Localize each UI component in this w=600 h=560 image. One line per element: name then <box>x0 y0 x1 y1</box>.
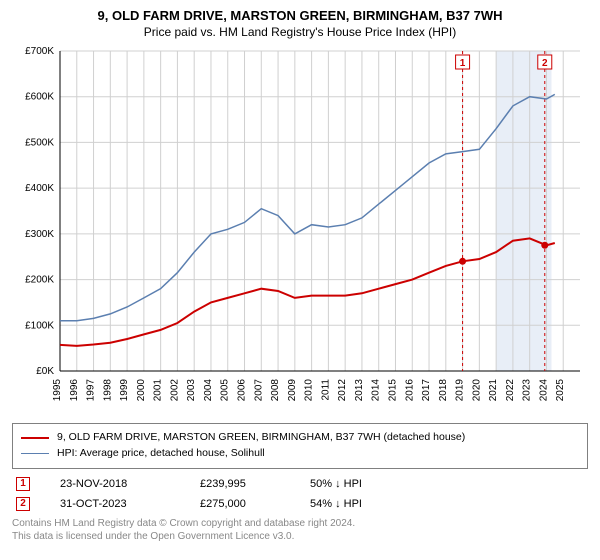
footer-line: This data is licensed under the Open Gov… <box>12 530 588 543</box>
svg-text:2016: 2016 <box>404 379 415 402</box>
svg-text:2010: 2010 <box>304 379 315 402</box>
svg-text:2020: 2020 <box>471 379 482 402</box>
footer-line: Contains HM Land Registry data © Crown c… <box>12 517 588 530</box>
svg-text:2007: 2007 <box>253 379 264 402</box>
svg-text:2006: 2006 <box>237 379 248 402</box>
chart-subtitle: Price paid vs. HM Land Registry's House … <box>12 25 588 39</box>
svg-text:£200K: £200K <box>25 275 54 286</box>
svg-text:1999: 1999 <box>119 379 130 402</box>
legend: 9, OLD FARM DRIVE, MARSTON GREEN, BIRMIN… <box>12 423 588 469</box>
svg-text:2024: 2024 <box>538 379 549 402</box>
svg-text:2023: 2023 <box>522 379 533 402</box>
svg-text:2001: 2001 <box>153 379 164 402</box>
marker-date: 23-NOV-2018 <box>60 478 170 490</box>
svg-text:2011: 2011 <box>320 379 331 401</box>
svg-text:2018: 2018 <box>438 379 449 402</box>
marker-pct: 54% ↓ HPI <box>310 498 362 510</box>
svg-text:2014: 2014 <box>371 379 382 402</box>
svg-text:2022: 2022 <box>505 379 516 402</box>
svg-text:2013: 2013 <box>354 379 365 402</box>
marker-price: £239,995 <box>200 478 280 490</box>
legend-label: HPI: Average price, detached house, Soli… <box>57 446 265 462</box>
svg-text:1997: 1997 <box>86 379 97 402</box>
svg-text:2: 2 <box>542 58 548 69</box>
svg-text:2012: 2012 <box>337 379 348 402</box>
marker-badge: 1 <box>16 477 30 491</box>
svg-text:2003: 2003 <box>186 379 197 402</box>
svg-text:2009: 2009 <box>287 379 298 402</box>
svg-text:2005: 2005 <box>220 379 231 402</box>
svg-text:£700K: £700K <box>25 46 54 57</box>
svg-text:£300K: £300K <box>25 229 54 240</box>
legend-swatch <box>21 453 49 454</box>
svg-text:2019: 2019 <box>455 379 466 402</box>
marker-info: 1 23-NOV-2018 £239,995 50% ↓ HPI 2 31-OCT-202… <box>12 477 588 511</box>
marker-price: £275,000 <box>200 498 280 510</box>
marker-badge: 2 <box>16 497 30 511</box>
svg-text:2004: 2004 <box>203 379 214 402</box>
legend-swatch <box>21 437 49 439</box>
svg-text:2017: 2017 <box>421 379 432 402</box>
legend-item: HPI: Average price, detached house, Soli… <box>21 446 579 462</box>
svg-text:1998: 1998 <box>102 379 113 402</box>
chart-title: 9, OLD FARM DRIVE, MARSTON GREEN, BIRMIN… <box>12 8 588 23</box>
svg-text:1996: 1996 <box>69 379 80 402</box>
line-chart: £0K £100K £200K £300K £400K £500K £600K £700K 19… <box>12 45 588 415</box>
marker-row: 2 31-OCT-2023 £275,000 54% ↓ HPI <box>12 497 588 511</box>
svg-text:1: 1 <box>460 58 466 69</box>
marker-row: 1 23-NOV-2018 £239,995 50% ↓ HPI <box>12 477 588 491</box>
legend-item: 9, OLD FARM DRIVE, MARSTON GREEN, BIRMIN… <box>21 430 579 446</box>
svg-text:£600K: £600K <box>25 92 54 103</box>
svg-text:£100K: £100K <box>25 320 54 331</box>
svg-text:2025: 2025 <box>555 379 566 402</box>
svg-text:2021: 2021 <box>488 379 499 402</box>
svg-text:£0K: £0K <box>36 366 54 377</box>
svg-text:2002: 2002 <box>169 379 180 402</box>
svg-text:2015: 2015 <box>387 379 398 402</box>
svg-text:£400K: £400K <box>25 183 54 194</box>
svg-text:2000: 2000 <box>136 379 147 402</box>
svg-text:£500K: £500K <box>25 137 54 148</box>
marker-pct: 50% ↓ HPI <box>310 478 362 490</box>
marker-date: 31-OCT-2023 <box>60 498 170 510</box>
footer-attribution: Contains HM Land Registry data © Crown c… <box>12 517 588 543</box>
legend-label: 9, OLD FARM DRIVE, MARSTON GREEN, BIRMIN… <box>57 430 465 446</box>
svg-text:2008: 2008 <box>270 379 281 402</box>
svg-text:1995: 1995 <box>52 379 63 402</box>
